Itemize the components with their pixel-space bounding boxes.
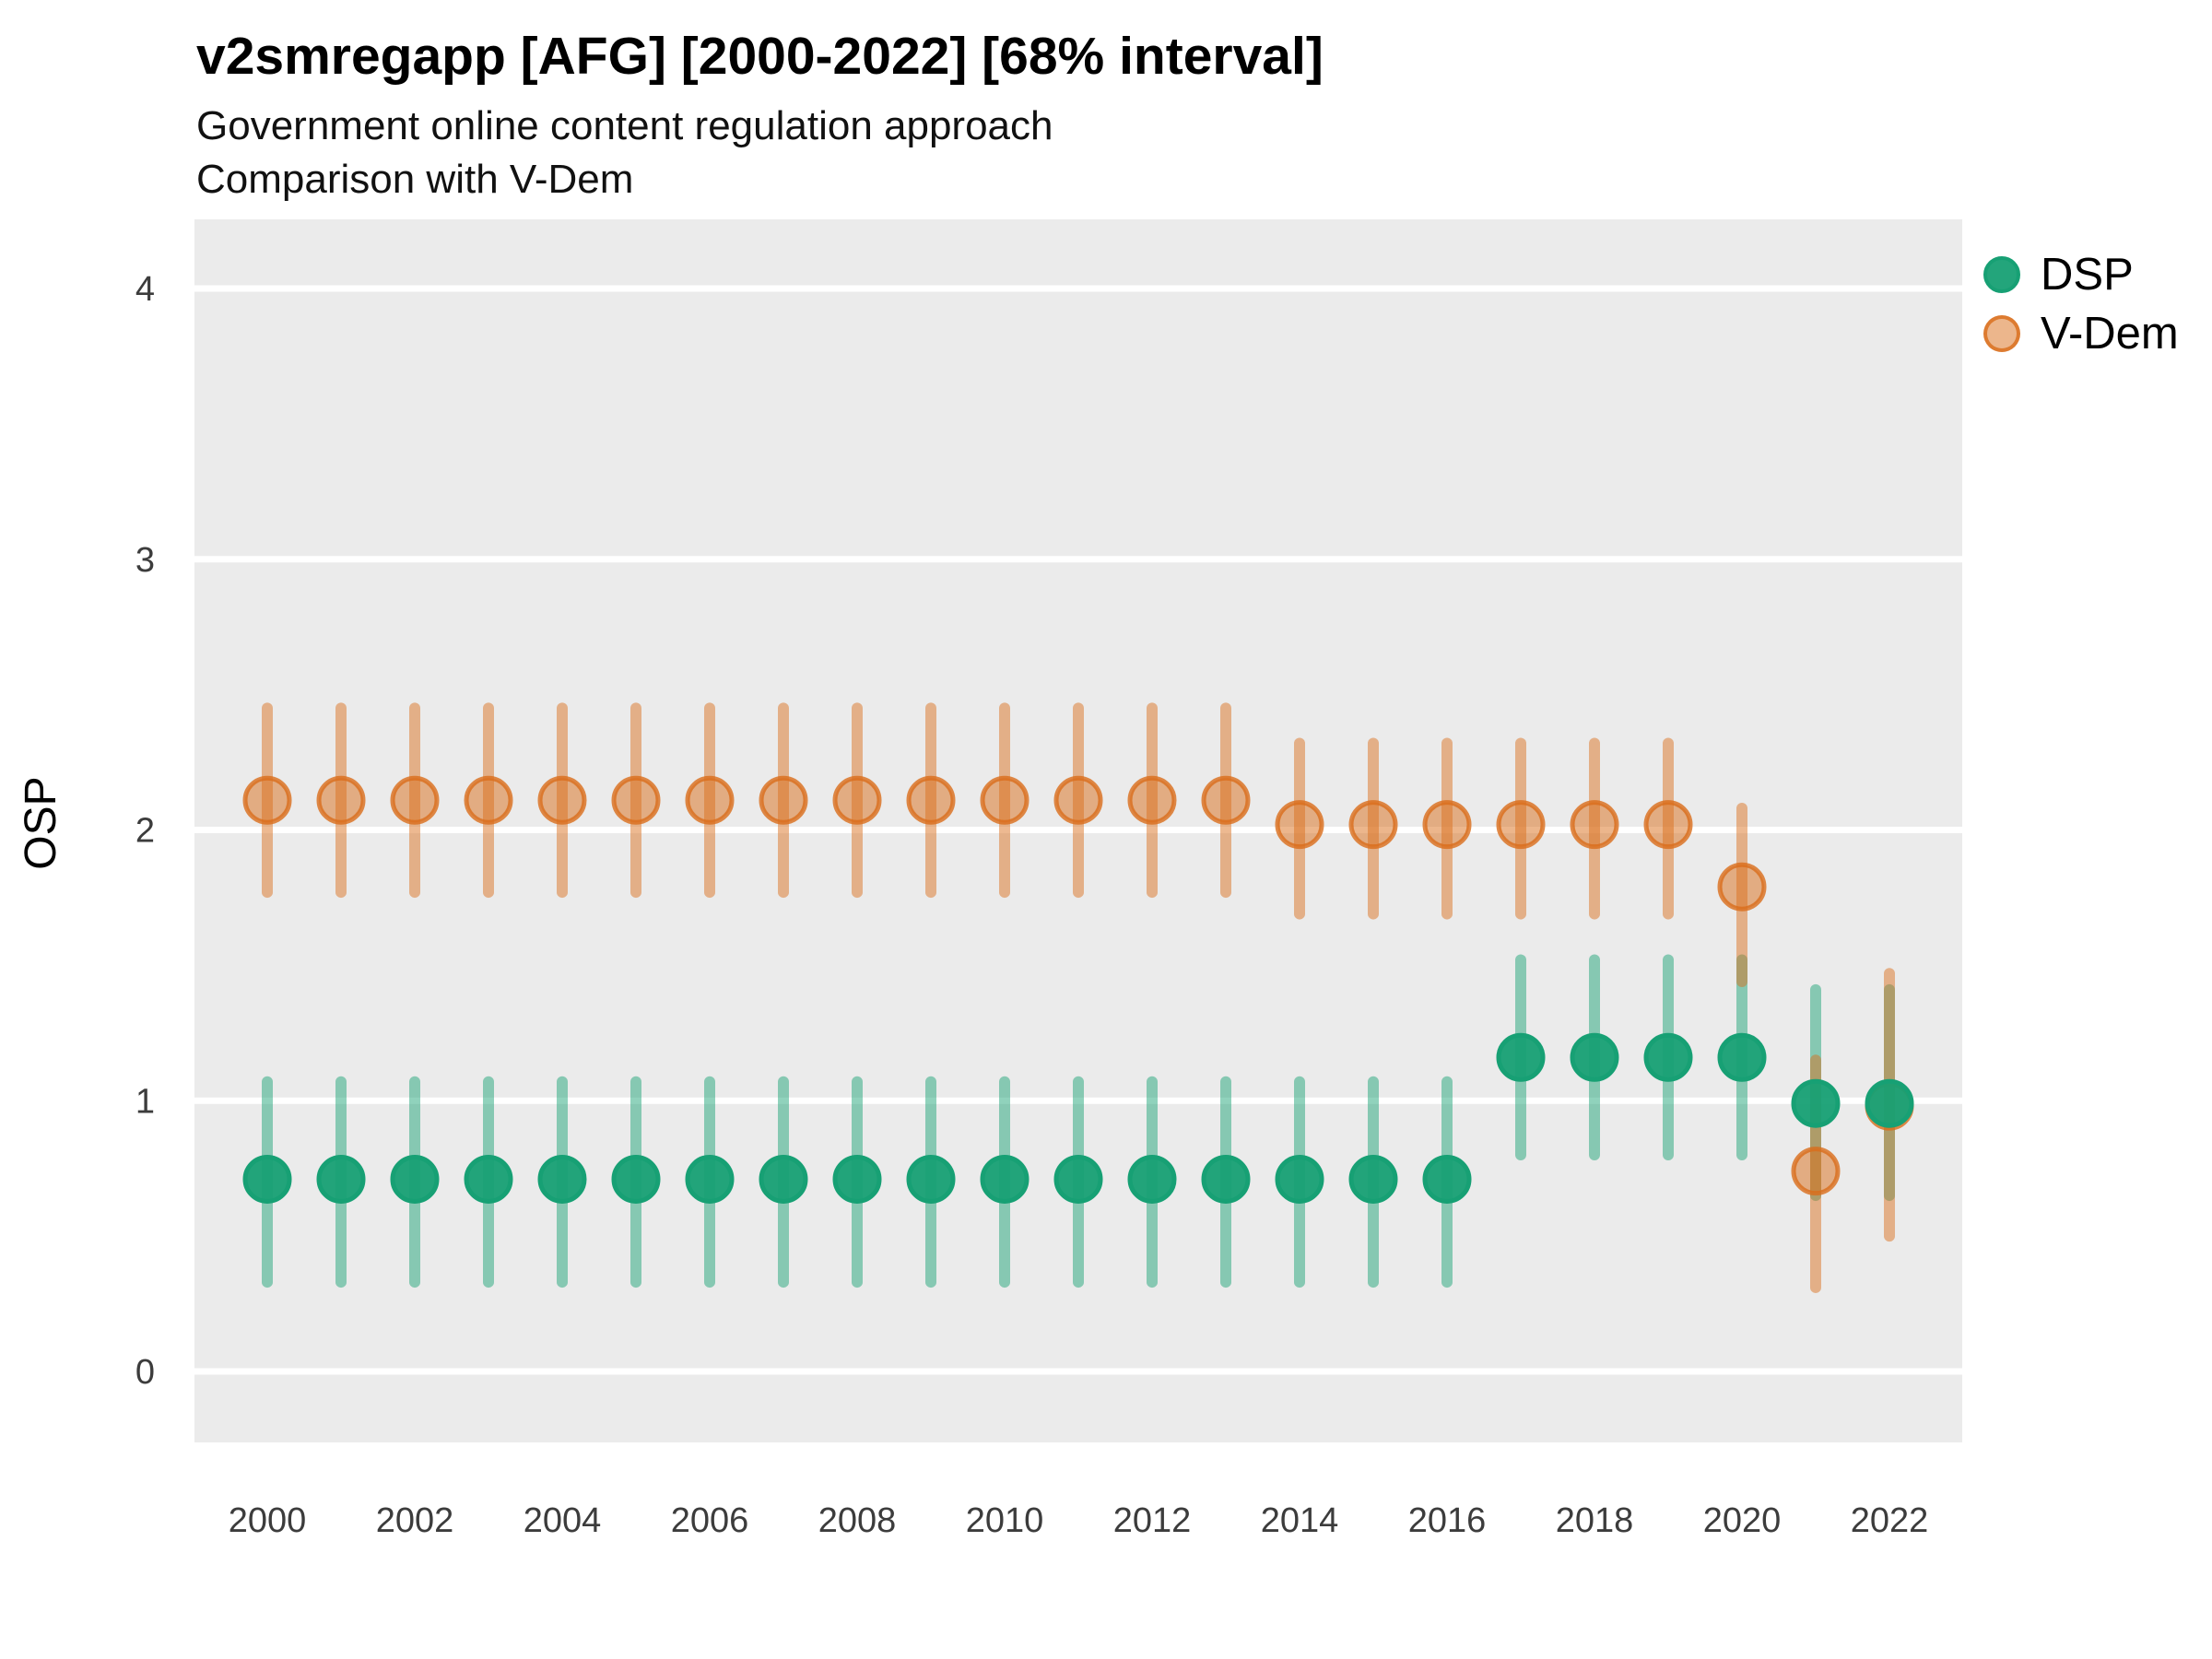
dsp-point: [242, 1154, 292, 1204]
dsp-point: [1053, 1154, 1103, 1204]
x-tick-label: 2000: [229, 1501, 307, 1540]
y-tick-label: 3: [135, 541, 155, 580]
y-axis-title: OSP: [17, 776, 65, 869]
vdem-point: [906, 775, 956, 825]
chart-subtitle: Government online content regulation app…: [196, 103, 1053, 148]
dsp-point: [832, 1154, 882, 1204]
vdem-point: [1127, 775, 1177, 825]
dsp-point: [611, 1154, 661, 1204]
legend-item-dsp: DSP: [1983, 245, 2179, 304]
legend-label-vdem: V-Dem: [2041, 308, 2179, 359]
legend-dot-dsp: [1983, 256, 2020, 293]
x-tick-label: 2014: [1261, 1501, 1339, 1540]
dsp-point: [1275, 1154, 1324, 1204]
dsp-point: [1496, 1032, 1546, 1082]
vdem-point: [1275, 800, 1324, 850]
x-tick-label: 2020: [1703, 1501, 1782, 1540]
x-tick-label: 2012: [1113, 1501, 1192, 1540]
dsp-point: [1422, 1154, 1472, 1204]
dsp-point: [1348, 1154, 1398, 1204]
y-tick-label: 0: [135, 1353, 155, 1392]
legend: DSP V-Dem: [1983, 245, 2179, 363]
dsp-point: [1201, 1154, 1251, 1204]
vdem-point: [316, 775, 366, 825]
x-tick-label: 2022: [1851, 1501, 1929, 1540]
y-tick-label: 1: [135, 1082, 155, 1121]
dsp-point: [316, 1154, 366, 1204]
dsp-point: [906, 1154, 956, 1204]
vdem-point: [1643, 800, 1693, 850]
dsp-point: [685, 1154, 735, 1204]
vdem-point: [1053, 775, 1103, 825]
vdem-point: [685, 775, 735, 825]
dsp-point: [390, 1154, 440, 1204]
vdem-point: [242, 775, 292, 825]
x-tick-label: 2008: [818, 1501, 897, 1540]
dsp-point: [1791, 1078, 1841, 1128]
dsp-point: [980, 1154, 1030, 1204]
vdem-point: [1496, 800, 1546, 850]
vdem-point: [980, 775, 1030, 825]
dsp-point: [1643, 1032, 1693, 1082]
vdem-point: [464, 775, 513, 825]
x-tick-label: 2010: [966, 1501, 1044, 1540]
y-tick-label: 4: [135, 270, 155, 309]
vdem-point: [1348, 800, 1398, 850]
x-tick-label: 2004: [524, 1501, 602, 1540]
dsp-point: [1127, 1154, 1177, 1204]
dsp-point: [759, 1154, 808, 1204]
x-tick-label: 2016: [1408, 1501, 1487, 1540]
legend-label-dsp: DSP: [2041, 249, 2134, 300]
y-axis-tick-labels: 0 1 2 3 4: [135, 270, 155, 1392]
chart-subtitle-2: Comparison with V-Dem: [196, 157, 634, 202]
x-axis-tick-labels: 2000 2002 2004 2006 2008 2010 2012 2014 2016 2018…: [229, 1501, 1929, 1540]
dsp-point: [1865, 1078, 1914, 1128]
vdem-point: [611, 775, 661, 825]
vdem-point: [390, 775, 440, 825]
dsp-point: [1717, 1032, 1767, 1082]
x-tick-label: 2018: [1556, 1501, 1634, 1540]
vdem-point: [1717, 862, 1767, 912]
vdem-point: [1201, 775, 1251, 825]
dsp-point: [464, 1154, 513, 1204]
vdem-point: [1422, 800, 1472, 850]
x-tick-label: 2002: [376, 1501, 454, 1540]
chart-title: v2smregapp [AFG] [2000-2022] [68% interv…: [196, 27, 1324, 86]
dsp-point: [1570, 1032, 1619, 1082]
vdem-point: [537, 775, 587, 825]
vdem-point: [759, 775, 808, 825]
vdem-point: [832, 775, 882, 825]
y-tick-label: 2: [135, 812, 155, 851]
data-marks: [242, 702, 1914, 1293]
x-tick-label: 2006: [671, 1501, 749, 1540]
legend-item-vdem: V-Dem: [1983, 304, 2179, 363]
vdem-point: [1570, 800, 1619, 850]
legend-dot-vdem: [1983, 315, 2020, 352]
dsp-point: [537, 1154, 587, 1204]
vdem-point: [1791, 1147, 1841, 1196]
